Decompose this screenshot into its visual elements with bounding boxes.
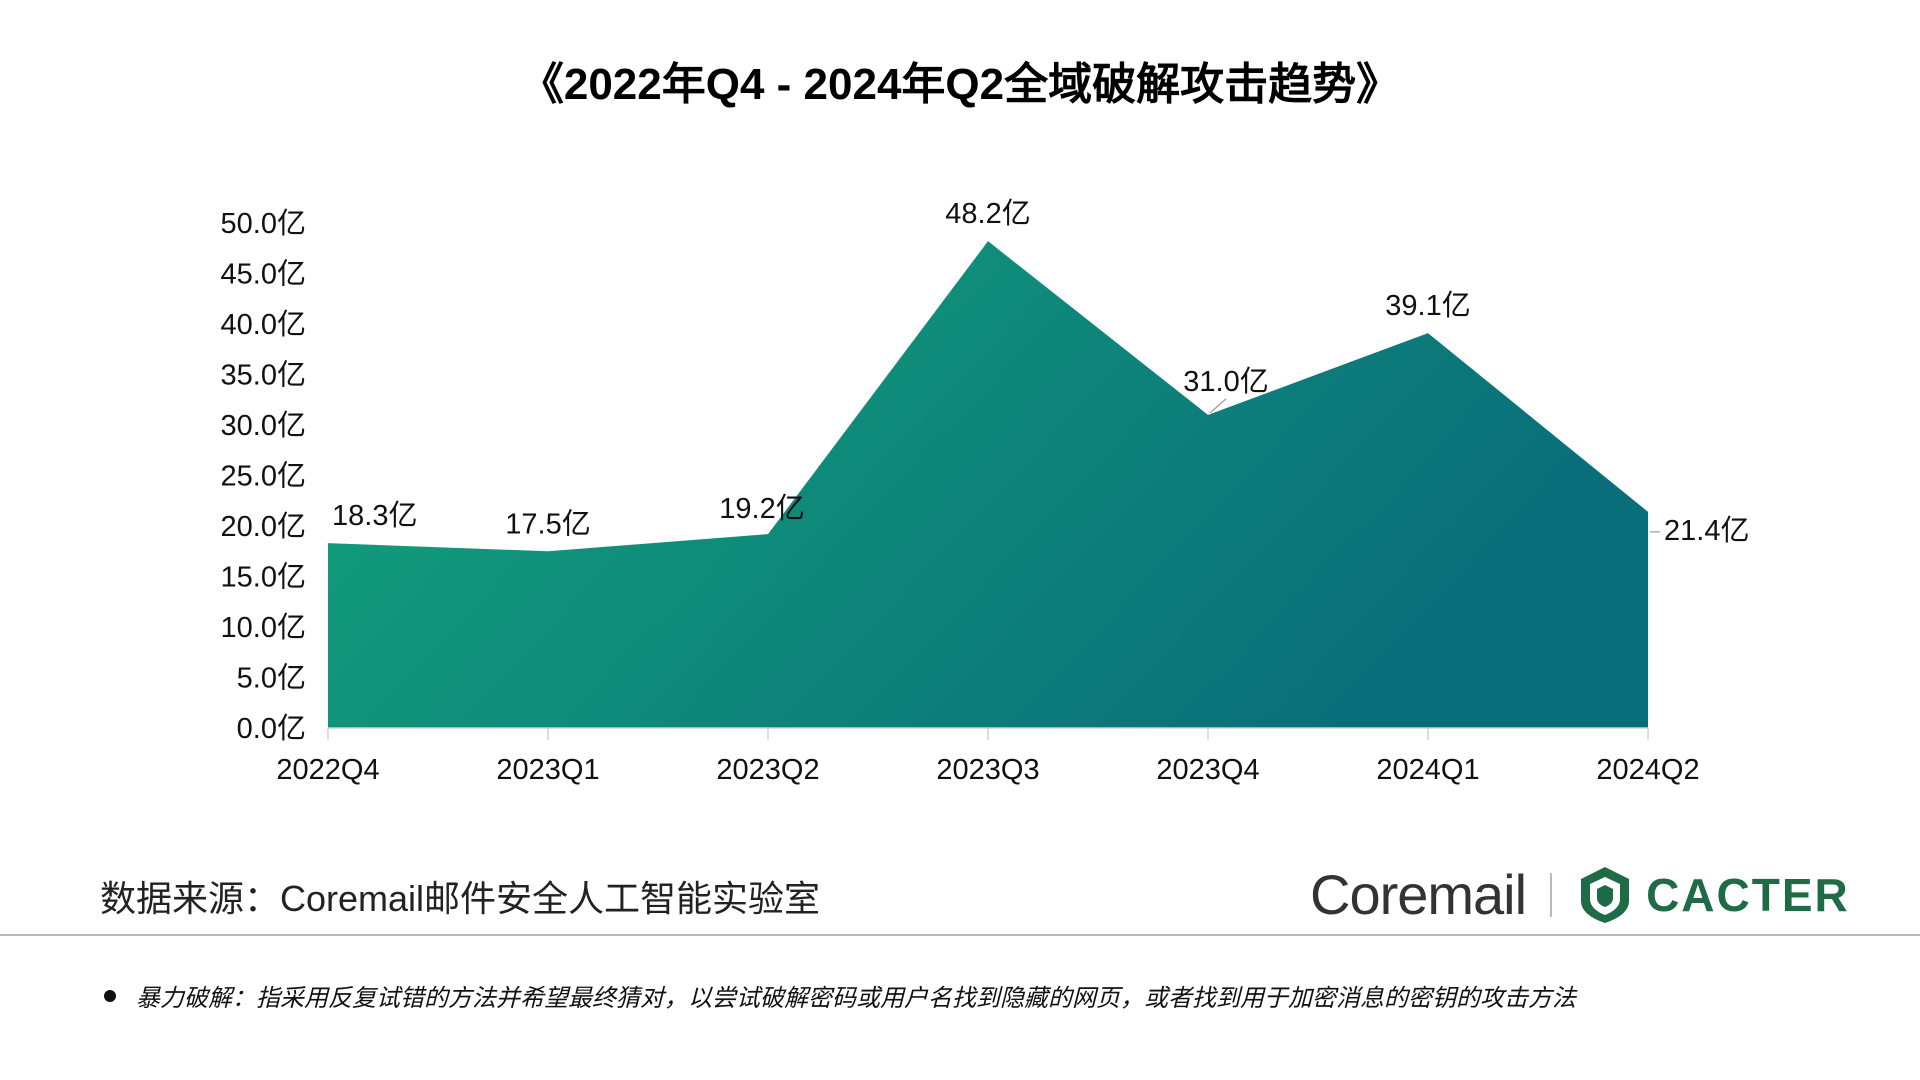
x-tick-label: 2024Q1 — [1376, 754, 1479, 786]
x-tick-label: 2023Q4 — [1156, 754, 1259, 786]
brand-divider — [1550, 872, 1553, 917]
footnote-text: 暴力破解：指采用反复试错的方法并希望最终猜对，以尝试破解密码或用户名找到隐藏的网… — [136, 985, 1576, 1012]
footer-divider — [0, 934, 1920, 936]
y-tick-label: 20.0亿 — [221, 510, 306, 543]
cacter-wordmark: CACTER — [1646, 868, 1850, 921]
footnote: 暴力破解：指采用反复试错的方法并希望最终猜对，以尝试破解密码或用户名找到隐藏的网… — [104, 978, 1576, 1013]
y-tick-label: 35.0亿 — [221, 359, 306, 392]
area-series — [328, 241, 1648, 728]
x-tick-label: 2023Q2 — [716, 754, 819, 786]
y-tick-label: 10.0亿 — [221, 611, 306, 644]
data-label: 39.1亿 — [1385, 289, 1470, 322]
shield-icon — [1581, 866, 1630, 923]
bullet-icon — [104, 989, 116, 1002]
data-label: 31.0亿 — [1183, 365, 1268, 398]
y-tick-label: 45.0亿 — [221, 258, 306, 291]
area-chart: 0.0亿 5.0亿 10.0亿 15.0亿 20.0亿 25.0亿 30.0亿 35.0亿 40… — [221, 197, 1750, 786]
data-label: 17.5亿 — [505, 507, 590, 540]
y-tick-label: 5.0亿 — [237, 662, 306, 695]
y-tick-label: 50.0亿 — [221, 207, 306, 240]
data-label: 48.2亿 — [945, 197, 1030, 230]
cacter-logo: CACTER — [1578, 865, 1850, 925]
y-tick-label: 30.0亿 — [221, 409, 306, 442]
data-label: 19.2亿 — [719, 492, 804, 525]
data-label: 18.3亿 — [332, 499, 417, 532]
x-tick-label: 2024Q2 — [1596, 754, 1699, 786]
y-tick-label: 0.0亿 — [237, 712, 306, 745]
y-tick-label: 15.0亿 — [221, 561, 306, 594]
leader-line — [1209, 398, 1227, 414]
x-tick-label: 2023Q3 — [936, 754, 1039, 786]
y-tick-label: 25.0亿 — [221, 460, 306, 493]
brand-logos: Coremail CACTER — [1310, 862, 1850, 927]
coremail-logo: Coremail — [1310, 863, 1527, 926]
x-tick-label: 2023Q1 — [496, 754, 599, 786]
chart-title: 《2022年Q4 - 2024年Q2全域破解攻击趋势》 — [519, 60, 1401, 109]
x-tick-label: 2022Q4 — [276, 754, 379, 786]
data-source: 数据来源：Coremail邮件安全人工智能实验室 — [100, 878, 821, 919]
y-tick-label: 40.0亿 — [221, 308, 306, 341]
data-label: 21.4亿 — [1664, 514, 1749, 547]
